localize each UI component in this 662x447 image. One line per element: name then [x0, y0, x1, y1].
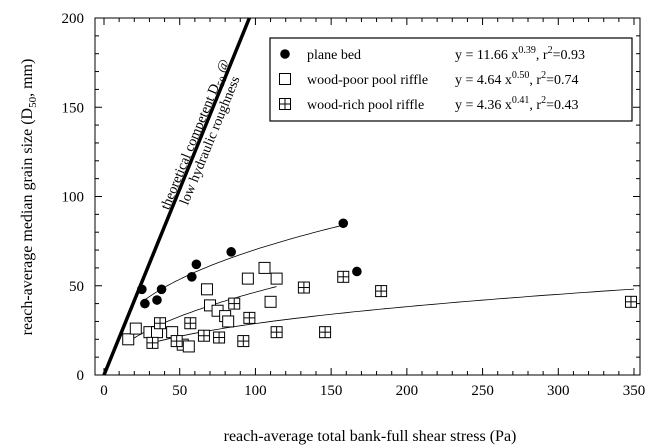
data-point	[337, 270, 350, 283]
legend-equation: y = 4.64 x0.50, r2=0.74	[455, 70, 578, 88]
data-point	[187, 272, 197, 282]
data-point	[375, 285, 388, 298]
data-point	[184, 317, 197, 330]
marker-box	[129, 322, 142, 335]
legend-marker	[280, 49, 290, 59]
data-point	[182, 340, 195, 353]
y-axis-label-sub: 50	[27, 96, 39, 108]
fit-curve	[141, 224, 344, 303]
marker-box	[270, 272, 283, 285]
x-tick-label: 150	[320, 383, 343, 399]
y-tick-label: 150	[62, 100, 85, 116]
legend-label: plane bed	[307, 48, 361, 63]
legend-marker	[279, 73, 291, 85]
data-point	[319, 326, 332, 339]
data-point	[170, 335, 183, 348]
legend: plane bed y = 11.66 x0.39, r2=0.93 wood-po…	[269, 37, 633, 122]
data-point	[197, 329, 210, 342]
data-point	[258, 261, 271, 274]
data-point	[270, 272, 283, 285]
data-point	[297, 281, 310, 294]
y-tick-label: 0	[77, 368, 85, 384]
theory-line	[102, 17, 251, 376]
data-point	[338, 218, 349, 229]
y-tick-label: 100	[62, 190, 85, 206]
marker-box	[258, 261, 271, 274]
legend-box	[269, 37, 633, 122]
data-point	[200, 283, 213, 296]
marker-box	[122, 333, 135, 346]
x-axis-label: reach-average total bank-full shear stre…	[224, 428, 517, 445]
data-point	[213, 331, 226, 344]
data-point	[140, 298, 150, 309]
data-point	[270, 326, 283, 339]
data-points	[122, 218, 637, 353]
marker-box	[279, 73, 291, 85]
x-tick-label: 200	[396, 383, 419, 399]
y-axis-label-tail: , mm)	[19, 59, 36, 97]
data-point	[156, 284, 167, 295]
x-tick-label: 50	[172, 383, 187, 399]
y-axis-label-main: reach-average median grain size (D	[19, 108, 36, 335]
data-point	[264, 295, 277, 308]
marker-box	[222, 315, 235, 328]
data-point	[352, 266, 362, 277]
y-axis-label: reach-average median grain size (D50, mm…	[19, 59, 39, 336]
x-tick-label: 250	[471, 383, 494, 399]
x-tick-labels: 0 50 100 150 200 250 300 350	[100, 383, 645, 399]
y-tick-label: 50	[69, 279, 84, 295]
data-point	[241, 272, 254, 285]
marker-box	[241, 272, 254, 285]
data-point	[222, 315, 235, 328]
x-tick-label: 0	[100, 383, 108, 399]
legend-label: wood-rich pool riffle	[307, 98, 424, 113]
data-point	[624, 295, 637, 308]
data-point	[122, 333, 135, 346]
data-point	[191, 259, 202, 270]
theory-label: theoretical competent D50 @low hydraulic…	[158, 57, 248, 218]
data-point	[226, 247, 236, 257]
data-point	[129, 322, 142, 335]
legend-equation: y = 4.36 x0.41, r2=0.43	[455, 95, 578, 113]
legend-label: wood-poor pool riffle	[307, 73, 428, 88]
marker-box	[182, 340, 195, 353]
data-point	[243, 311, 256, 324]
data-point	[228, 297, 241, 310]
data-point	[137, 284, 147, 295]
legend-equation: y = 11.66 x0.39, r2=0.93	[455, 45, 585, 63]
data-point	[146, 336, 159, 349]
legend-marker	[279, 98, 291, 110]
x-tick-label: 100	[244, 383, 267, 399]
tick-marks	[95, 17, 640, 376]
x-tick-label: 300	[547, 383, 570, 399]
x-tick-label: 350	[623, 383, 646, 399]
marker-box	[200, 283, 213, 296]
data-point	[152, 295, 162, 305]
data-point	[154, 317, 167, 330]
data-point	[237, 335, 250, 348]
marker-box	[264, 295, 277, 308]
y-tick-labels: 0 50 100 150 200	[62, 11, 85, 384]
y-tick-label: 200	[62, 11, 85, 27]
